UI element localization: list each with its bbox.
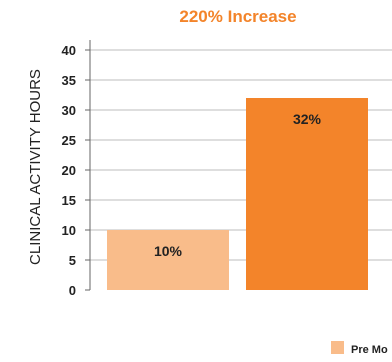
legend-swatch <box>331 341 344 354</box>
y-axis-label: CLINICAL ACTIVITY HOURS <box>27 69 44 265</box>
y-tick-label: 20 <box>62 163 76 178</box>
data-labels: 10% 32% <box>154 111 322 259</box>
bars <box>107 98 368 290</box>
y-tick-label: 5 <box>69 253 76 268</box>
y-tick-label: 10 <box>62 223 76 238</box>
legend-label: Pre Mo <box>351 344 388 356</box>
chart-title: 220% Increase <box>179 7 296 26</box>
y-tick-labels: 0 5 10 15 20 25 30 35 40 <box>62 43 76 298</box>
legend: Pre Mo <box>331 341 388 356</box>
data-label: 32% <box>293 111 322 127</box>
y-tick-label: 0 <box>69 283 76 298</box>
bar <box>107 230 229 290</box>
bar <box>246 98 368 290</box>
y-tick-label: 25 <box>62 133 76 148</box>
y-tick-label: 40 <box>62 43 76 58</box>
data-label: 10% <box>154 243 183 259</box>
y-tick-label: 30 <box>62 103 76 118</box>
y-tick-label: 15 <box>62 193 76 208</box>
y-axis <box>85 40 91 291</box>
y-tick-label: 35 <box>62 73 76 88</box>
